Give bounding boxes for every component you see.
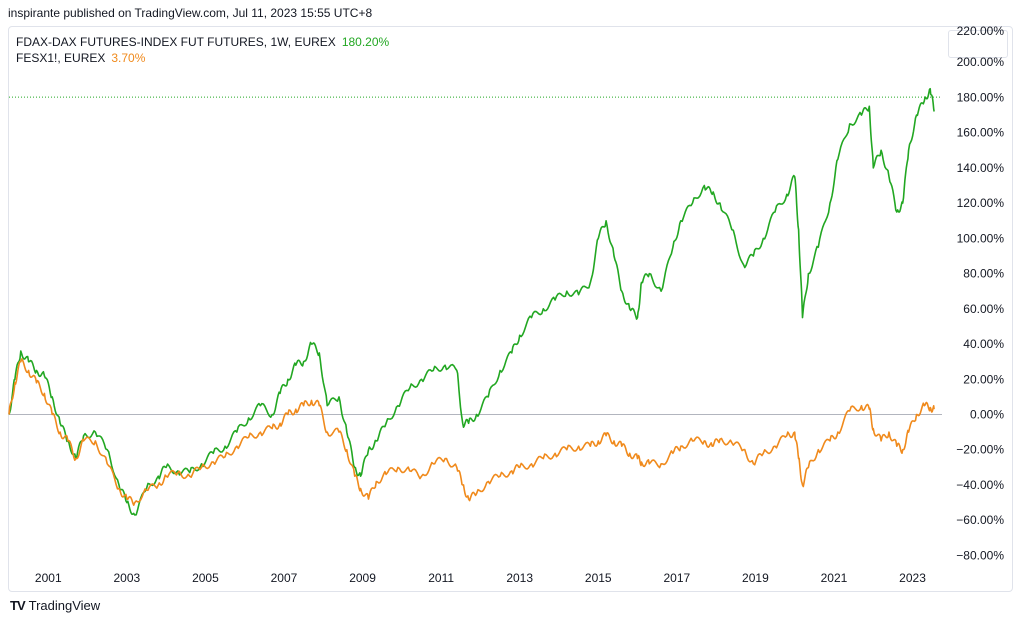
legend-series-value: 180.20% [341,35,390,49]
legend-series-name: FDAX-DAX FUTURES-INDEX FUT FUTURES, 1W, … [16,35,336,49]
tradingview-logo-icon: TV [10,598,26,613]
legend-series-name: FESX1!, EUREX [16,51,106,65]
price-scale-settings-box[interactable] [948,30,1008,58]
legend-series-value: 3.70% [111,51,146,65]
legend-item-fesx[interactable]: FESX1!, EUREX 3.70% [16,50,389,66]
tradingview-footer[interactable]: TV TradingView [10,598,100,613]
legend-item-fdax[interactable]: FDAX-DAX FUTURES-INDEX FUT FUTURES, 1W, … [16,34,389,50]
brand-name: TradingView [28,598,101,613]
chart-legend: FDAX-DAX FUTURES-INDEX FUT FUTURES, 1W, … [16,34,389,66]
publish-info: inspirante published on TradingView.com,… [8,6,373,20]
chart-frame [8,26,1013,592]
